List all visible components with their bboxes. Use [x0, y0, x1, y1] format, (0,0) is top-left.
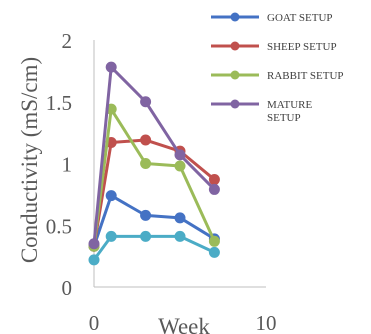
- data-point: [140, 135, 151, 146]
- legend-label: MATURE SETUP: [267, 99, 313, 124]
- y-tick-label: 0.5: [46, 214, 72, 238]
- series-line: [94, 109, 214, 246]
- legend-label: GOAT SETUP: [267, 12, 333, 24]
- data-point: [106, 62, 117, 73]
- data-point: [106, 231, 117, 242]
- x-axis-title: Week: [158, 314, 210, 334]
- y-tick-label: 2: [62, 29, 73, 53]
- data-point: [209, 247, 220, 258]
- data-point: [140, 158, 151, 169]
- y-axis-title: Conductivity (mS/cm): [17, 57, 42, 263]
- legend-swatch-marker: [231, 71, 240, 80]
- data-point: [106, 190, 117, 201]
- legend-swatch-marker: [231, 100, 240, 109]
- data-point: [175, 212, 186, 223]
- data-point: [89, 238, 100, 249]
- data-point: [140, 231, 151, 242]
- data-point: [175, 160, 186, 171]
- plot-area: [89, 62, 220, 266]
- y-tick-label: 0: [62, 276, 73, 300]
- y-tick-label: 1: [62, 153, 73, 177]
- data-point: [175, 149, 186, 160]
- data-point: [209, 174, 220, 185]
- data-point: [209, 184, 220, 195]
- y-tick-label: 1.5: [46, 91, 72, 115]
- legend-label: RABBIT SETUP: [267, 70, 344, 82]
- x-tick-label: 10: [256, 311, 277, 334]
- data-point: [89, 254, 100, 265]
- data-point: [140, 96, 151, 107]
- chart-legend: GOAT SETUP SHEEP SETUP RABBIT SETUP MATURE S…: [211, 12, 344, 124]
- legend-swatch-marker: [231, 42, 240, 51]
- x-tick-label: 0: [89, 311, 100, 334]
- legend-swatch-marker: [231, 13, 240, 22]
- data-point: [209, 236, 220, 247]
- data-point: [175, 231, 186, 242]
- data-point: [140, 210, 151, 221]
- legend-label: SHEEP SETUP: [267, 41, 337, 53]
